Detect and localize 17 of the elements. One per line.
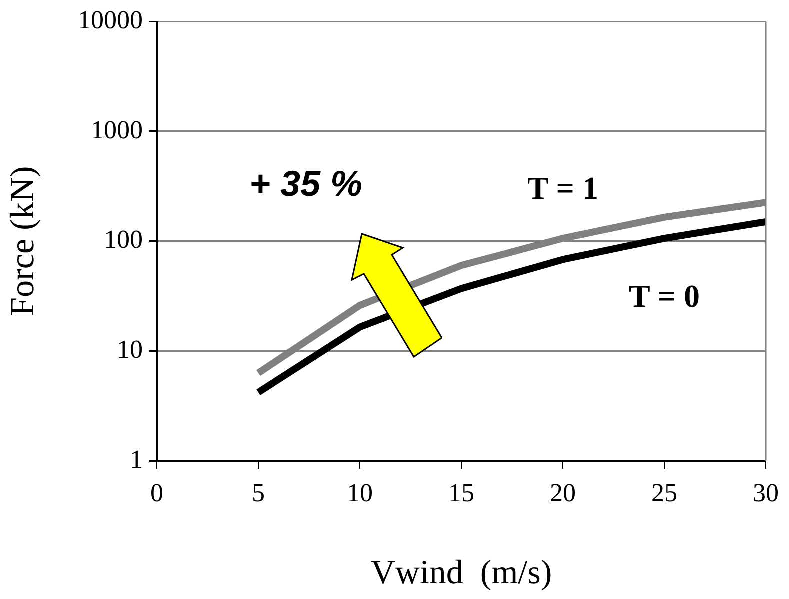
y-tick-label: 100 xyxy=(104,225,143,254)
series-label: T = 1 xyxy=(528,170,598,206)
x-tick-label: 5 xyxy=(252,478,265,508)
x-tick-label: 25 xyxy=(652,478,678,508)
annotation: + 35 % xyxy=(249,162,363,204)
y-tick-label: 1 xyxy=(130,444,143,474)
series-label: T = 0 xyxy=(629,278,700,314)
x-tick-label: 15 xyxy=(448,478,474,508)
x-axis-title: Vwind (m/s) xyxy=(370,554,552,592)
x-tick-label: 0 xyxy=(150,478,164,508)
x-tick-label: 10 xyxy=(347,478,373,508)
y-tick-label: 10 xyxy=(117,334,143,364)
y-axis-title: Force (kN) xyxy=(4,166,42,316)
y-tick-label: 1000 xyxy=(91,115,143,144)
y-tick-label: 10000 xyxy=(78,5,143,34)
x-tick-label: 20 xyxy=(550,478,576,508)
x-tick-label: 30 xyxy=(753,478,779,508)
